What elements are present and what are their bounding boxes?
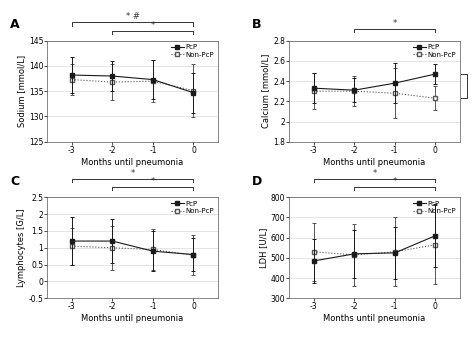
- Text: *: *: [151, 177, 155, 186]
- Text: * #: * #: [126, 13, 139, 21]
- Y-axis label: Calcium [mmol/L]: Calcium [mmol/L]: [262, 54, 271, 128]
- Legend: PcP, Non-PcP: PcP, Non-PcP: [410, 198, 459, 217]
- Text: *: *: [393, 19, 397, 27]
- X-axis label: Months until pneumonia: Months until pneumonia: [323, 314, 426, 323]
- Text: C: C: [10, 175, 19, 188]
- Text: *: *: [130, 169, 135, 178]
- Y-axis label: Sodium [mmol/L]: Sodium [mmol/L]: [17, 55, 26, 127]
- Y-axis label: Lymphocytes [G/L]: Lymphocytes [G/L]: [17, 208, 26, 287]
- Text: *: *: [151, 21, 155, 29]
- Legend: PcP, Non-PcP: PcP, Non-PcP: [168, 41, 217, 60]
- Text: A: A: [10, 18, 19, 32]
- Legend: PcP, Non-PcP: PcP, Non-PcP: [410, 41, 459, 60]
- Legend: PcP, Non-PcP: PcP, Non-PcP: [168, 198, 217, 217]
- Text: B: B: [252, 18, 261, 32]
- Text: *: *: [373, 169, 377, 178]
- X-axis label: Months until pneumonia: Months until pneumonia: [82, 314, 184, 323]
- Text: D: D: [252, 175, 262, 188]
- Text: *: *: [393, 177, 397, 186]
- Y-axis label: LDH [U/L]: LDH [U/L]: [259, 227, 268, 268]
- X-axis label: Months until pneumonia: Months until pneumonia: [323, 158, 426, 167]
- X-axis label: Months until pneumonia: Months until pneumonia: [82, 158, 184, 167]
